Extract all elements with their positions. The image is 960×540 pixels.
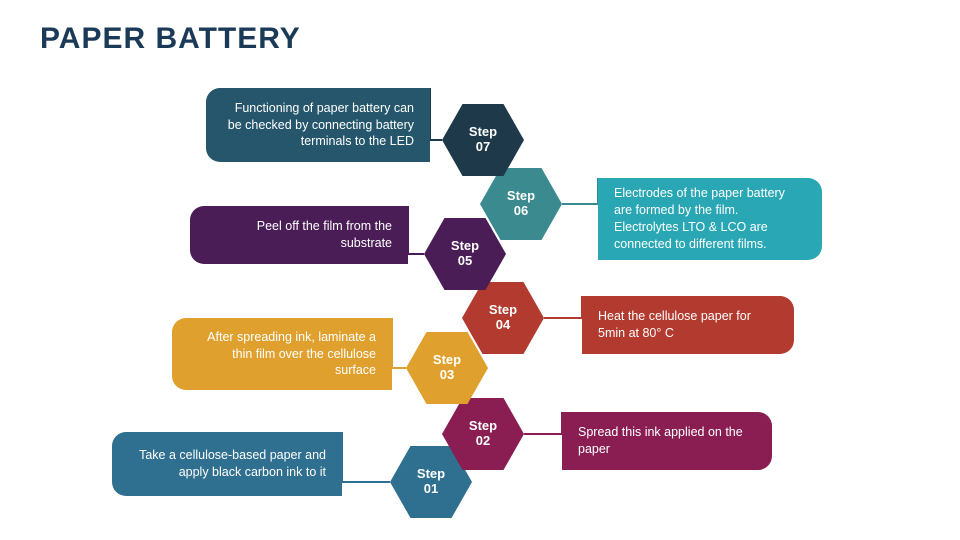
step-hex-label: Step03	[433, 353, 461, 383]
step-card-4: Heat the cellulose paper for 5min at 80°…	[582, 296, 794, 354]
step-card-text: After spreading ink, laminate a thin fil…	[188, 329, 376, 380]
step-card-text: Functioning of paper battery can be chec…	[222, 100, 414, 151]
step-hex-label: Step06	[507, 189, 535, 219]
step-hex-6: Step06	[480, 168, 562, 240]
step-card-text: Take a cellulose-based paper and apply b…	[128, 447, 326, 481]
step-hex-label: Step02	[469, 419, 497, 449]
step-hex-3: Step03	[406, 332, 488, 404]
step-hex-4: Step04	[462, 282, 544, 354]
step-card-1: Take a cellulose-based paper and apply b…	[112, 432, 342, 496]
step-hex-7: Step07	[442, 104, 524, 176]
step-hex-label: Step01	[417, 467, 445, 497]
step-card-text: Heat the cellulose paper for 5min at 80°…	[598, 308, 778, 342]
step-hex-5: Step05	[424, 218, 506, 290]
step-card-text: Peel off the film from the substrate	[206, 218, 392, 252]
step-card-5: Peel off the film from the substrate	[190, 206, 408, 264]
slide: PAPER BATTERY Take a cellulose-based pap…	[0, 0, 960, 540]
step-card-3: After spreading ink, laminate a thin fil…	[172, 318, 392, 390]
step-card-7: Functioning of paper battery can be chec…	[206, 88, 430, 162]
step-hex-label: Step07	[469, 125, 497, 155]
step-card-2: Spread this ink applied on the paper	[562, 412, 772, 470]
step-hex-label: Step05	[451, 239, 479, 269]
step-card-text: Electrodes of the paper battery are form…	[614, 185, 806, 253]
step-card-6: Electrodes of the paper battery are form…	[598, 178, 822, 260]
step-card-text: Spread this ink applied on the paper	[578, 424, 756, 458]
diagram-stage: Take a cellulose-based paper and apply b…	[0, 0, 960, 540]
step-hex-label: Step04	[489, 303, 517, 333]
